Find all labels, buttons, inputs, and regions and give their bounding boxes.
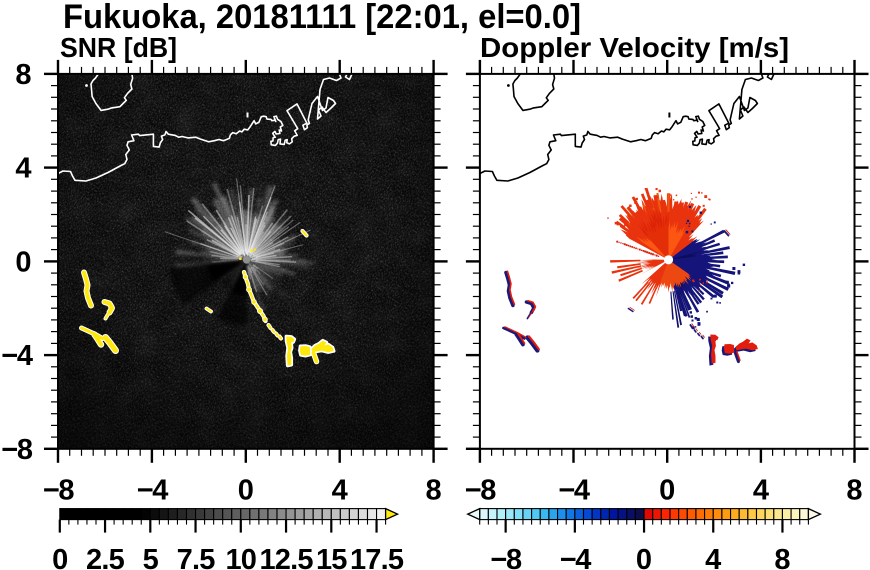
svg-text:17.5: 17.5 — [350, 544, 404, 570]
svg-text:−4: −4 — [137, 474, 168, 506]
svg-text:7.5: 7.5 — [177, 544, 216, 570]
svg-text:SNR [dB]: SNR [dB] — [60, 32, 177, 63]
svg-text:0: 0 — [636, 544, 652, 570]
svg-text:−8: −8 — [491, 544, 522, 570]
svg-text:12.5: 12.5 — [259, 544, 313, 570]
svg-text:0: 0 — [238, 474, 254, 506]
svg-text:4: 4 — [332, 474, 348, 506]
svg-text:−8: −8 — [1, 434, 32, 466]
svg-text:Fukuoka, 20181111 [22:01, el=0: Fukuoka, 20181111 [22:01, el=0.0] — [63, 0, 581, 36]
svg-text:8: 8 — [15, 59, 31, 91]
svg-text:8: 8 — [774, 544, 790, 570]
svg-text:4: 4 — [753, 474, 769, 506]
svg-text:8: 8 — [846, 474, 862, 506]
svg-text:5: 5 — [143, 544, 159, 570]
svg-text:Doppler Velocity [m/s]: Doppler Velocity [m/s] — [480, 32, 789, 63]
svg-text:10: 10 — [225, 544, 256, 570]
svg-text:−4: −4 — [560, 544, 591, 570]
svg-text:0: 0 — [15, 246, 31, 278]
svg-text:4: 4 — [705, 544, 721, 570]
svg-text:−8: −8 — [465, 474, 496, 506]
svg-text:2.5: 2.5 — [86, 544, 125, 570]
svg-text:−8: −8 — [43, 474, 74, 506]
svg-text:0: 0 — [659, 474, 675, 506]
svg-text:0: 0 — [52, 544, 67, 570]
svg-text:8: 8 — [426, 474, 442, 506]
svg-text:−4: −4 — [558, 474, 589, 506]
svg-text:−4: −4 — [1, 340, 32, 372]
svg-text:4: 4 — [15, 153, 31, 185]
svg-text:15: 15 — [316, 544, 347, 570]
